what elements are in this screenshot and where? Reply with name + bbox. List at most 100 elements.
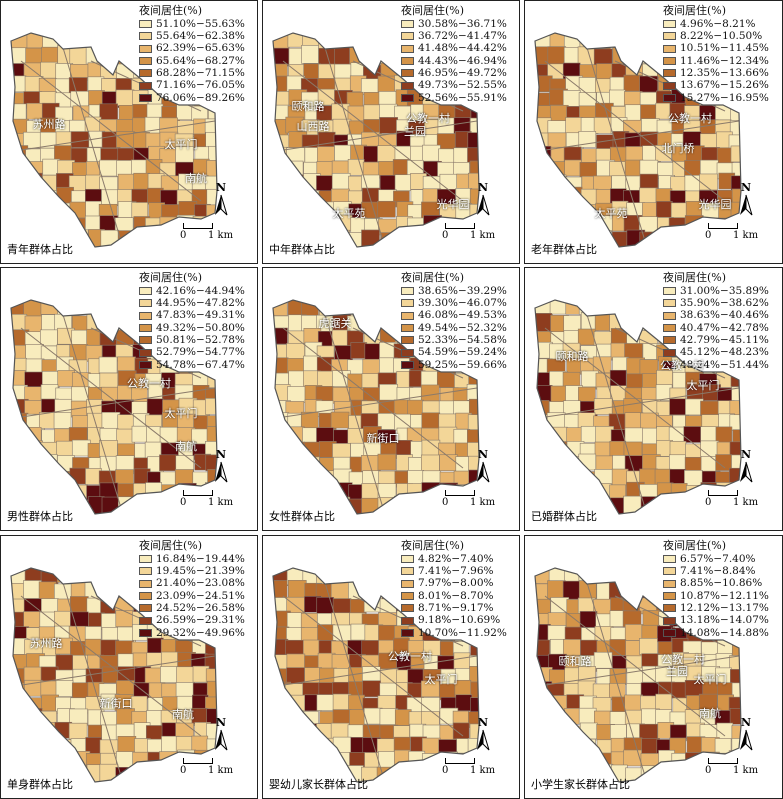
map-zone	[623, 74, 643, 92]
place-label: 太平门	[693, 673, 727, 686]
map-zone	[640, 412, 659, 430]
map-zone	[361, 497, 380, 514]
map-road	[584, 307, 646, 509]
legend-item: 36.72%−41.47%	[401, 30, 507, 42]
panel-caption: 单身群体占比	[7, 778, 73, 791]
legend-label: 4.82%−7.40%	[418, 552, 494, 565]
legend-label: 36.72%−41.47%	[418, 30, 507, 43]
scale-zero: 0	[442, 230, 449, 241]
map-zone	[453, 117, 471, 134]
map-zone	[86, 33, 104, 49]
legend: 夜间居住(%) 4.96%−8.21% 8.22%−10.50% 10.51%−11.…	[663, 5, 769, 104]
map-zone	[146, 231, 164, 247]
legend-label: 68.28%−71.15%	[156, 67, 245, 80]
map-zone	[639, 187, 658, 205]
map-zone	[22, 216, 42, 234]
north-label: N	[216, 181, 227, 194]
map-zone	[611, 300, 629, 315]
map-zone	[421, 412, 441, 430]
north-label: N	[741, 181, 752, 194]
scale-one-km: 1 km	[733, 230, 759, 241]
legend-swatch	[401, 616, 414, 625]
place-label: 颐和路	[291, 100, 325, 113]
legend-label: 71.16%−76.05%	[156, 79, 245, 92]
map-road	[276, 120, 478, 152]
map-zone	[316, 175, 334, 192]
legend-item: 10.70%−11.92%	[401, 627, 507, 639]
legend-swatch	[139, 360, 152, 369]
map-zone	[287, 750, 307, 768]
north-arrow-icon: N	[473, 448, 493, 484]
map-zone	[318, 483, 336, 500]
map-zone	[287, 483, 306, 500]
map-panel: 夜间居住(%) 6.57%−7.40% 7.41%−8.84% 8.85%−10.86…	[524, 535, 783, 799]
map-zone	[11, 370, 26, 387]
map-zone	[609, 668, 627, 685]
map-zone	[670, 483, 688, 500]
map-zone	[273, 300, 288, 316]
map-zone	[420, 384, 440, 402]
legend-swatch	[401, 93, 414, 102]
map-zone	[581, 750, 600, 768]
map-zone	[117, 496, 137, 514]
map-zone	[39, 454, 58, 471]
map-zone	[273, 483, 290, 500]
map-zone	[287, 204, 306, 221]
legend-swatch	[663, 44, 676, 53]
map-zone	[670, 176, 687, 193]
legend-swatch	[401, 57, 414, 66]
map-zone	[377, 453, 397, 471]
map-zone	[562, 580, 581, 600]
map-road	[322, 40, 384, 242]
legend-label: 9.18%−10.69%	[418, 614, 501, 627]
map-zone	[422, 144, 441, 162]
map-zone	[144, 667, 162, 685]
map-zone	[550, 471, 570, 489]
map-zone	[11, 708, 27, 725]
legend-item: 71.16%−76.05%	[139, 79, 245, 91]
map-zone	[317, 624, 335, 641]
map-zone	[638, 300, 658, 315]
map-zone	[57, 33, 76, 49]
map-zone	[669, 398, 686, 416]
place-label: 兰园	[666, 665, 688, 678]
map-zone	[535, 482, 551, 500]
legend-item: 11.46%−12.34%	[663, 55, 769, 67]
legend-label: 48.24%−51.44%	[680, 358, 769, 371]
map-zone	[655, 201, 673, 218]
legend-item: 6.57%−7.40%	[663, 553, 769, 565]
legend-swatch	[401, 311, 414, 320]
north-label: N	[216, 716, 227, 729]
map-zone	[273, 203, 290, 221]
legend-item: 48.24%−51.44%	[663, 359, 769, 371]
legend-item: 46.95%−49.72%	[401, 67, 507, 79]
map-zone	[160, 651, 180, 669]
panel-caption: 男性群体占比	[7, 510, 73, 523]
scale-zero: 0	[442, 497, 449, 508]
map-panel: 夜间居住(%) 38.65%−39.29% 39.30%−46.07% 46.08%−…	[262, 267, 520, 531]
map-zone	[609, 440, 627, 458]
map-zone	[625, 300, 644, 318]
legend: 夜间居住(%) 51.10%−55.63% 55.64%−62.38% 62.39%−…	[139, 5, 245, 104]
map-zone	[731, 641, 741, 658]
panel-caption: 老年群体占比	[531, 243, 597, 256]
map-zone	[332, 118, 352, 136]
map-zone	[407, 399, 424, 417]
map-zone	[317, 737, 335, 755]
place-label: 苏州路	[29, 637, 63, 650]
map-zone	[11, 202, 29, 220]
map-zone	[562, 90, 581, 107]
legend-swatch	[663, 616, 676, 625]
north-arrow-icon: N	[736, 716, 756, 752]
map-zone	[288, 739, 307, 756]
map-zone	[348, 694, 365, 712]
map-zone	[546, 725, 566, 743]
legend-swatch	[139, 579, 152, 588]
legend-item: 15.27%−16.95%	[663, 92, 769, 104]
legend-label: 38.63%−40.46%	[680, 309, 769, 322]
legend-title: 夜间居住(%)	[663, 539, 727, 552]
map-zone	[577, 46, 596, 66]
map-zone	[361, 580, 381, 600]
map-zone	[392, 159, 410, 176]
map-zone	[117, 736, 137, 753]
